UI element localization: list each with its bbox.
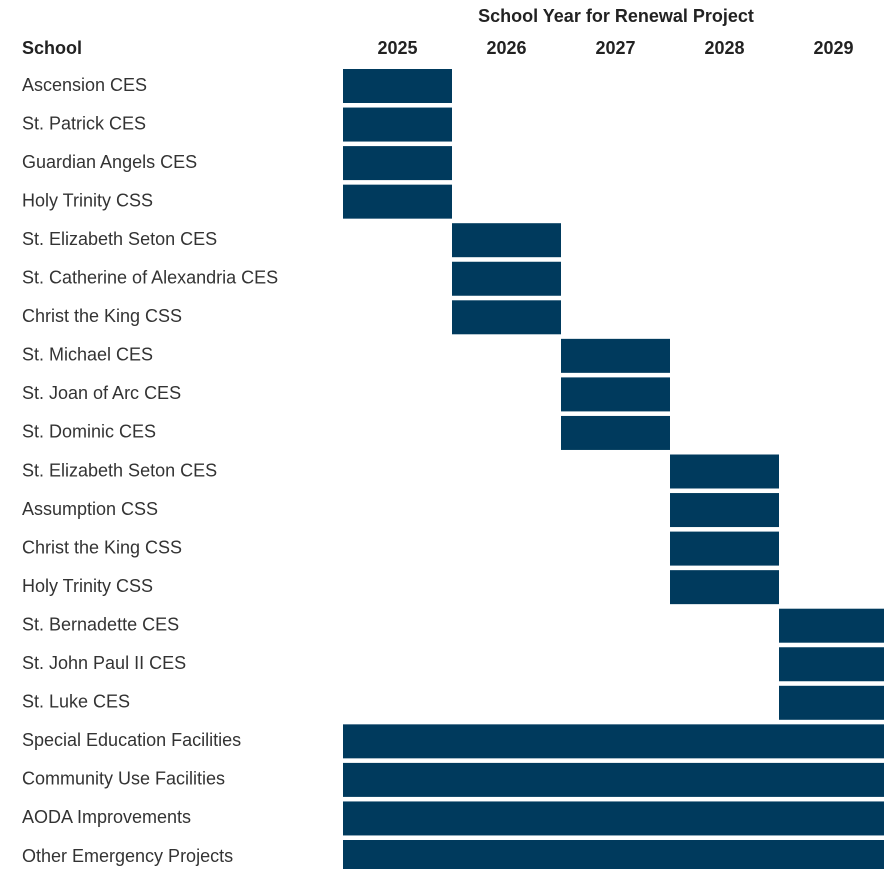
bar [343,107,452,142]
row-label: Ascension CES [22,75,147,95]
row-label: Assumption CSS [22,499,158,519]
row-label: Holy Trinity CSS [22,576,153,596]
bar [670,454,779,489]
bar [561,377,670,412]
bar [343,840,884,869]
row-label: St. Joan of Arc CES [22,383,181,403]
bar [343,762,884,797]
y-label: School [22,38,82,58]
row-label: St. Elizabeth Seton CES [22,460,217,480]
bar [670,493,779,528]
x-tick-label: 2027 [595,38,635,58]
bar [452,300,561,335]
row-label: Holy Trinity CSS [22,190,153,210]
bar [452,261,561,296]
row-label: Christ the King CSS [22,306,182,326]
bar [561,338,670,373]
bar [779,608,884,643]
bar [561,415,670,450]
row-label: St. Michael CES [22,345,153,365]
row-label: Other Emergency Projects [22,846,233,866]
row-label: St. Catherine of Alexandria CES [22,268,278,288]
x-tick-label: 2028 [704,38,744,58]
bar [343,146,452,181]
bar [779,685,884,720]
bar [343,801,884,836]
row-label: Guardian Angels CES [22,152,197,172]
row-label: Community Use Facilities [22,769,225,789]
bar [343,724,884,759]
x-tick-label: 2026 [486,38,526,58]
bar [670,531,779,566]
bar [779,647,884,682]
row-label: St. Bernadette CES [22,614,179,634]
row-label: AODA Improvements [22,807,191,827]
row-label: St. Dominic CES [22,422,156,442]
bar [343,69,452,103]
bar [452,223,561,258]
x-tick-label: 2025 [377,38,417,58]
row-label: Special Education Facilities [22,730,241,750]
row-label: St. Patrick CES [22,113,146,133]
bar [343,184,452,219]
chart-title: School Year for Renewal Project [478,6,754,26]
row-label: St. John Paul II CES [22,653,186,673]
bar [670,570,779,605]
x-tick-label: 2029 [813,38,853,58]
row-label: St. Elizabeth Seton CES [22,229,217,249]
row-label: St. Luke CES [22,692,130,712]
row-label: Christ the King CSS [22,537,182,557]
